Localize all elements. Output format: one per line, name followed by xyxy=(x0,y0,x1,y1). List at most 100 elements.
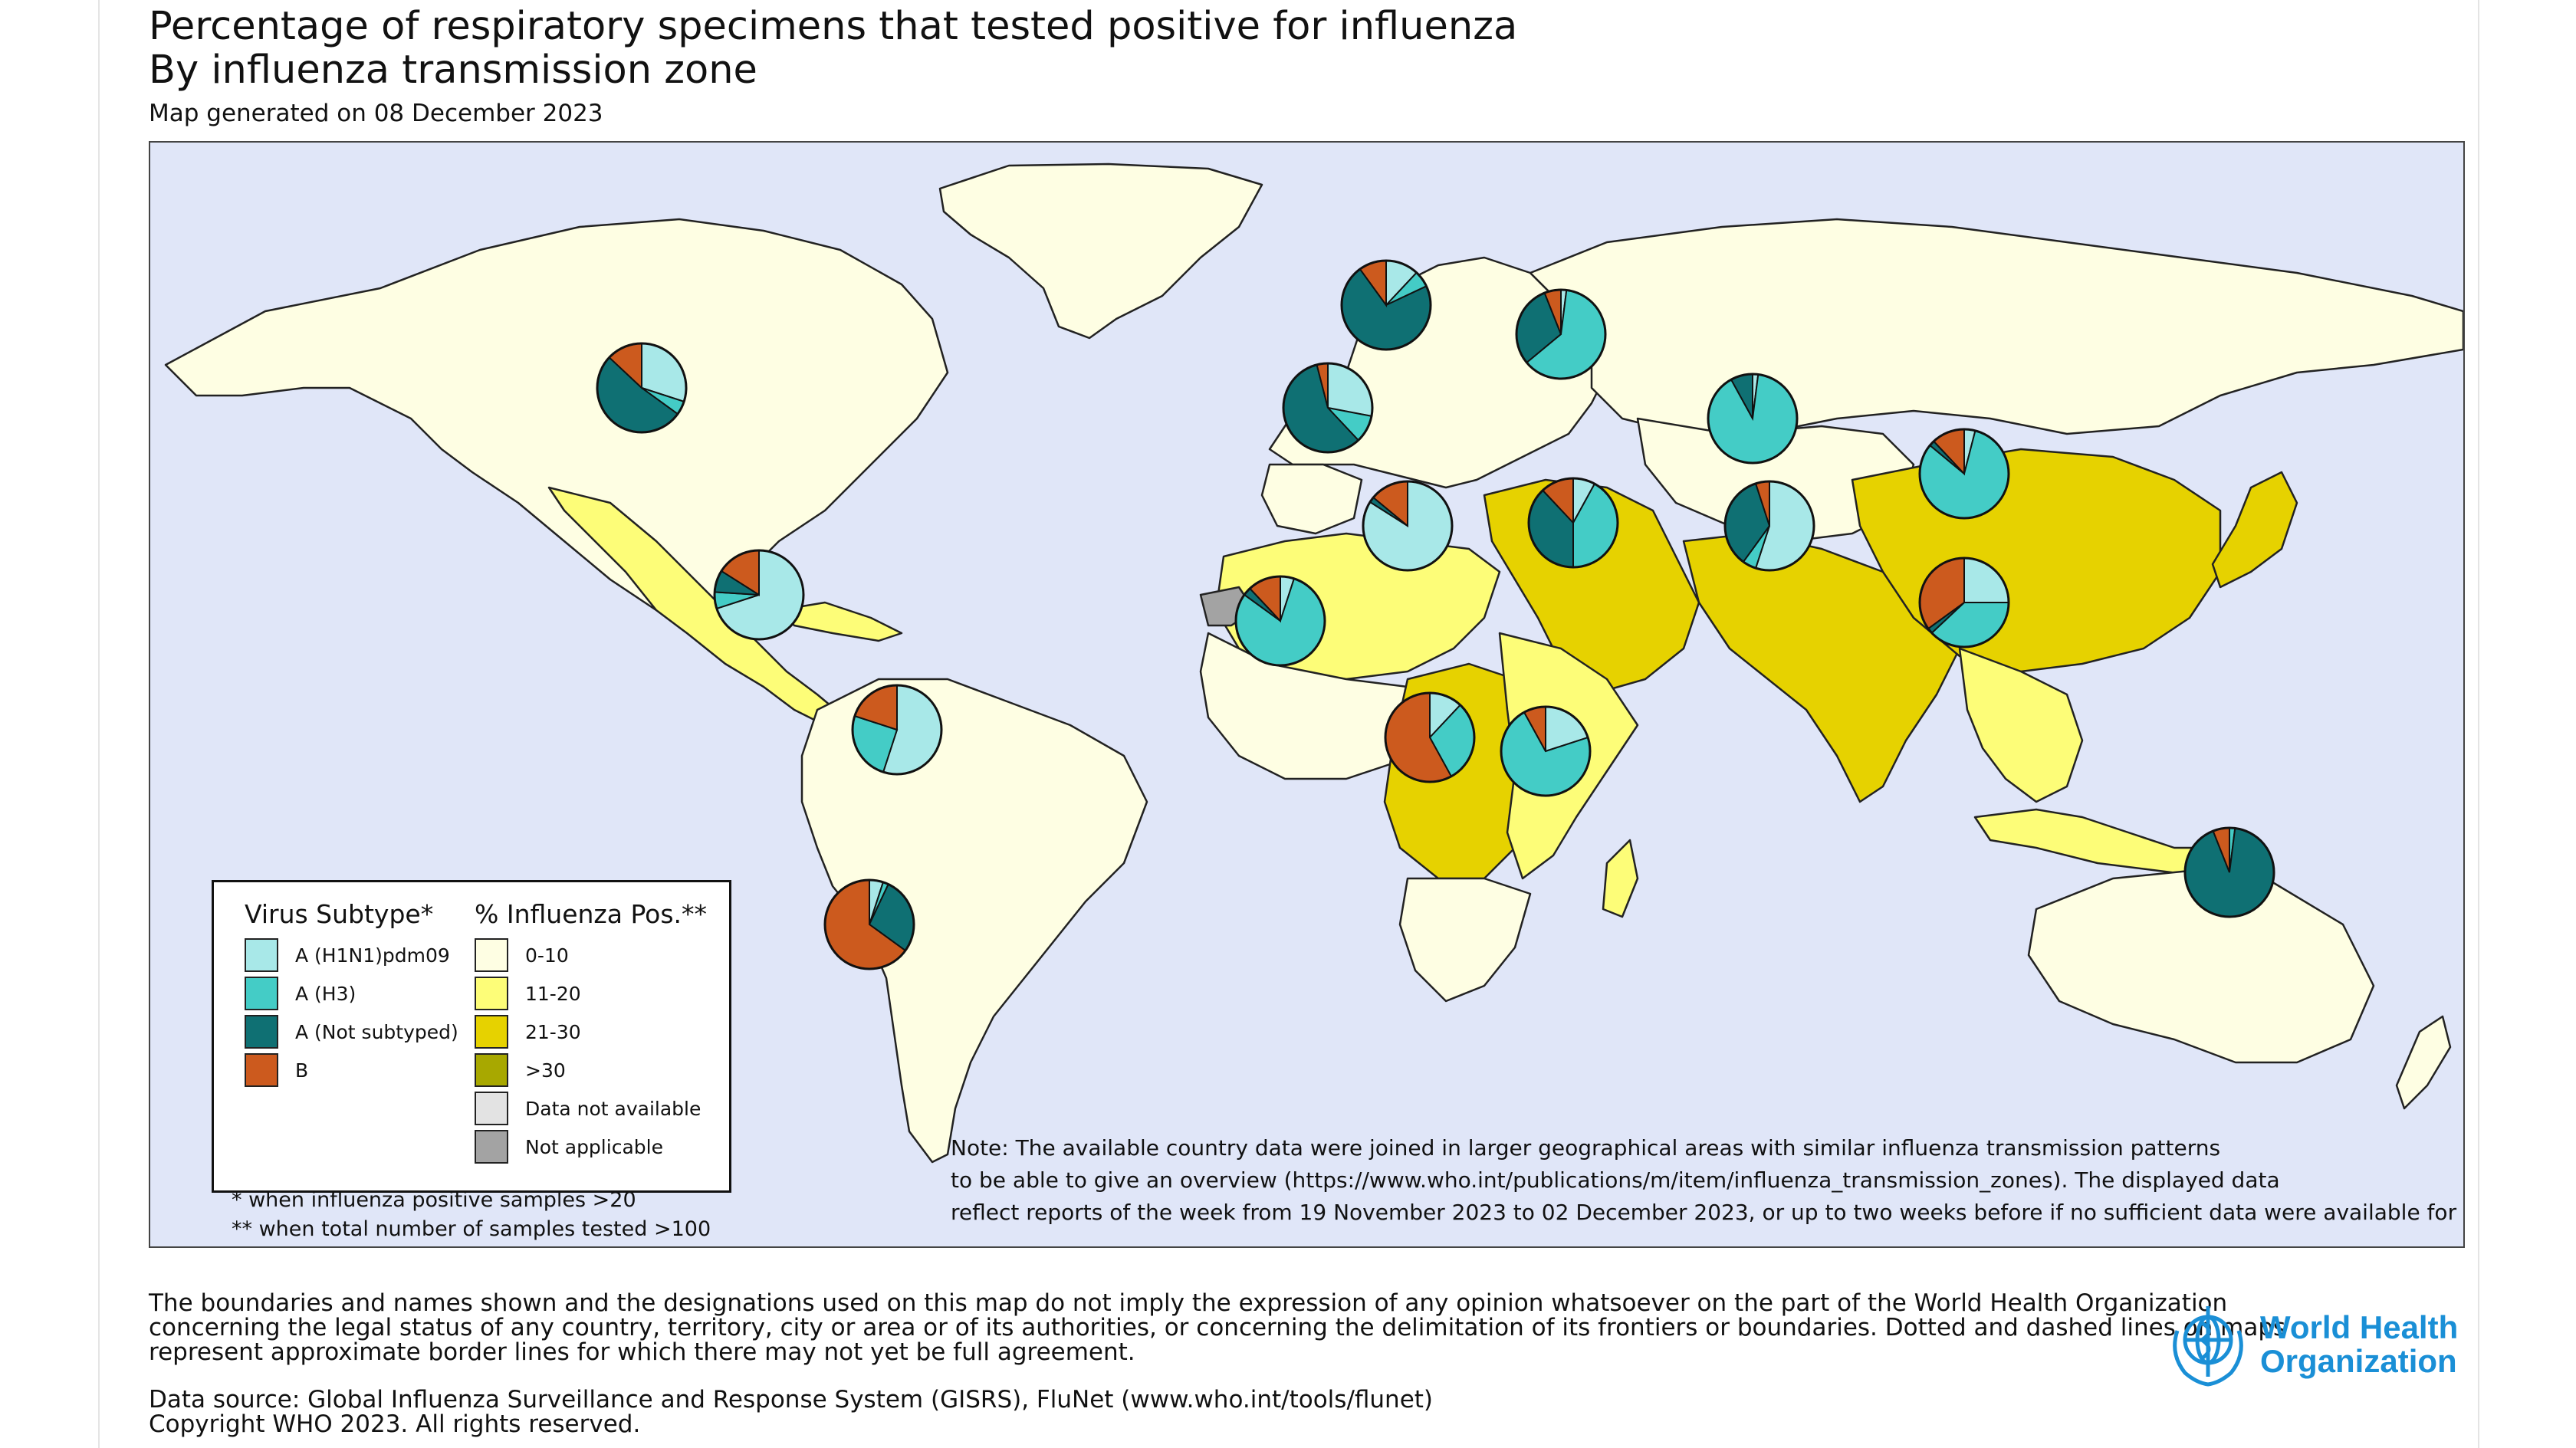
pie-northern-europe xyxy=(1340,259,1432,351)
land-new-zealand xyxy=(2395,1015,2452,1110)
legend-item-b: B xyxy=(245,1052,308,1088)
legend-label: A (H3) xyxy=(295,982,356,1005)
zone-pie-charts xyxy=(596,259,2275,970)
swatch-not-available xyxy=(475,1092,508,1125)
pie-south-west-europe xyxy=(1282,362,1374,454)
disclaimer-line-3: represent approximate border lines for w… xyxy=(149,1338,1135,1366)
who-name-line-2: Organization xyxy=(2260,1343,2457,1379)
map-title: Percentage of respiratory specimens that… xyxy=(149,5,1517,92)
disclaimer-line-2: concerning the legal status of any count… xyxy=(149,1314,2286,1341)
pie-outline xyxy=(596,342,688,434)
pie-central-asia xyxy=(1707,373,1799,465)
pie-outline xyxy=(1500,705,1592,797)
pie-outline xyxy=(1362,480,1454,572)
pie-outline xyxy=(1340,259,1432,351)
pie-south-east-asia xyxy=(1918,557,2010,648)
legend-item-not-applicable: Not applicable xyxy=(475,1129,663,1164)
pie-northern-africa xyxy=(1362,480,1454,572)
legend-item-h1n1: A (H1N1)pdm09 xyxy=(245,937,450,973)
note-line-2: to be able to give an overview (https://… xyxy=(951,1167,2280,1193)
legend-item-11-20: 11-20 xyxy=(475,976,581,1011)
pie-eastern-europe xyxy=(1515,288,1607,380)
land-north-america xyxy=(164,218,949,612)
legend-item-h3: A (H3) xyxy=(245,976,356,1011)
who-name-line-1: World Health xyxy=(2260,1309,2459,1345)
swatch-b xyxy=(245,1053,278,1087)
legend-label: Not applicable xyxy=(525,1135,663,1158)
legend-label: 0-10 xyxy=(525,944,569,967)
legend-label: 21-30 xyxy=(525,1020,581,1043)
pie-eastern-africa xyxy=(1500,705,1592,797)
pie-outline xyxy=(2183,826,2275,918)
legend-label: Data not available xyxy=(525,1097,702,1120)
pie-outline xyxy=(851,684,943,776)
land-russia xyxy=(1529,218,2463,435)
legend-label: A (Not subtyped) xyxy=(295,1020,458,1043)
pie-outline xyxy=(1282,362,1374,454)
land-southwest-europe xyxy=(1260,463,1363,535)
pie-north-america xyxy=(596,342,688,434)
pie-outline xyxy=(1723,480,1815,572)
title-line-1: Percentage of respiratory specimens that… xyxy=(149,4,1518,49)
source-line-1: Data source: Global Influenza Surveillan… xyxy=(149,1386,1434,1414)
swatch-h3 xyxy=(245,977,278,1010)
pie-outline xyxy=(1707,373,1799,465)
legend-subtype-title: Virus Subtype* xyxy=(245,899,434,929)
pie-outline xyxy=(1527,477,1619,569)
pie-outline xyxy=(1384,691,1476,783)
who-name: World Health Organization xyxy=(2260,1311,2458,1378)
land-western-africa xyxy=(1199,632,1417,780)
land-greenland xyxy=(938,163,1263,340)
swatch-21-30 xyxy=(475,1015,508,1049)
who-emblem-icon xyxy=(2173,1306,2243,1387)
pie-tropical-south-america xyxy=(851,684,943,776)
legend-item-21-30: 21-30 xyxy=(475,1014,581,1049)
land-japan xyxy=(2211,471,2298,589)
pie-outline xyxy=(823,878,915,970)
land-madagascar xyxy=(1602,839,1639,918)
legend-item-over-30: >30 xyxy=(475,1052,566,1088)
land-caribbean xyxy=(777,601,903,642)
pie-outline xyxy=(1918,428,2010,520)
pie-outline xyxy=(1515,288,1607,380)
pie-western-africa xyxy=(1234,575,1326,667)
data-source: Data source: Global Influenza Surveillan… xyxy=(149,1387,1433,1437)
map-note: Note: The available country data were jo… xyxy=(951,1132,2459,1229)
land-southern-africa xyxy=(1398,877,1532,1003)
legend-label: A (H1N1)pdm09 xyxy=(295,944,450,967)
disclaimer-line-1: The boundaries and names shown and the d… xyxy=(149,1289,2228,1317)
pie-temperate-south-america xyxy=(823,878,915,970)
pie-middle-africa xyxy=(1384,691,1476,783)
title-line-2: By influenza transmission zone xyxy=(149,48,757,93)
footnote-samples: ** when total number of samples tested >… xyxy=(232,1217,711,1241)
map-legend: Virus Subtype* % Influenza Pos.** A (H1N… xyxy=(212,880,731,1193)
legend-item-not-subtyped: A (Not subtyped) xyxy=(245,1014,464,1049)
pie-central-america-and-caribbean xyxy=(713,549,805,641)
land-southern-asia xyxy=(1682,532,1961,803)
swatch-h1n1 xyxy=(245,938,278,972)
swatch-11-20 xyxy=(475,977,508,1010)
source-line-2: Copyright WHO 2023. All rights reserved. xyxy=(149,1410,641,1438)
disclaimer: The boundaries and names shown and the d… xyxy=(149,1291,2285,1364)
swatch-over-30 xyxy=(475,1053,508,1087)
pie-western-asia xyxy=(1527,477,1619,569)
swatch-not-applicable xyxy=(475,1130,508,1164)
pie-outline xyxy=(1234,575,1326,667)
note-line-3: reflect reports of the week from 19 Nove… xyxy=(951,1200,2459,1225)
pie-oceania-melanesia-polynesia xyxy=(2183,826,2275,918)
legend-label: 11-20 xyxy=(525,982,581,1005)
world-map-canvas xyxy=(164,163,2463,1164)
generated-date: Map generated on 08 December 2023 xyxy=(149,100,603,127)
pie-outline xyxy=(1918,557,2010,648)
pie-southern-asia xyxy=(1723,480,1815,572)
pie-eastern-asia xyxy=(1918,428,2010,520)
pie-outline xyxy=(713,549,805,641)
note-line-1: Note: The available country data were jo… xyxy=(951,1135,2221,1161)
footnote-pie: * when influenza positive samples >20 xyxy=(232,1188,636,1212)
legend-item-not-available: Data not available xyxy=(475,1091,701,1126)
legend-label: >30 xyxy=(525,1059,566,1082)
who-logo: World Health Organization xyxy=(2162,1300,2458,1389)
swatch-not-subtyped xyxy=(245,1015,278,1049)
legend-item-0-10: 0-10 xyxy=(475,937,569,973)
legend-label: B xyxy=(295,1059,309,1082)
